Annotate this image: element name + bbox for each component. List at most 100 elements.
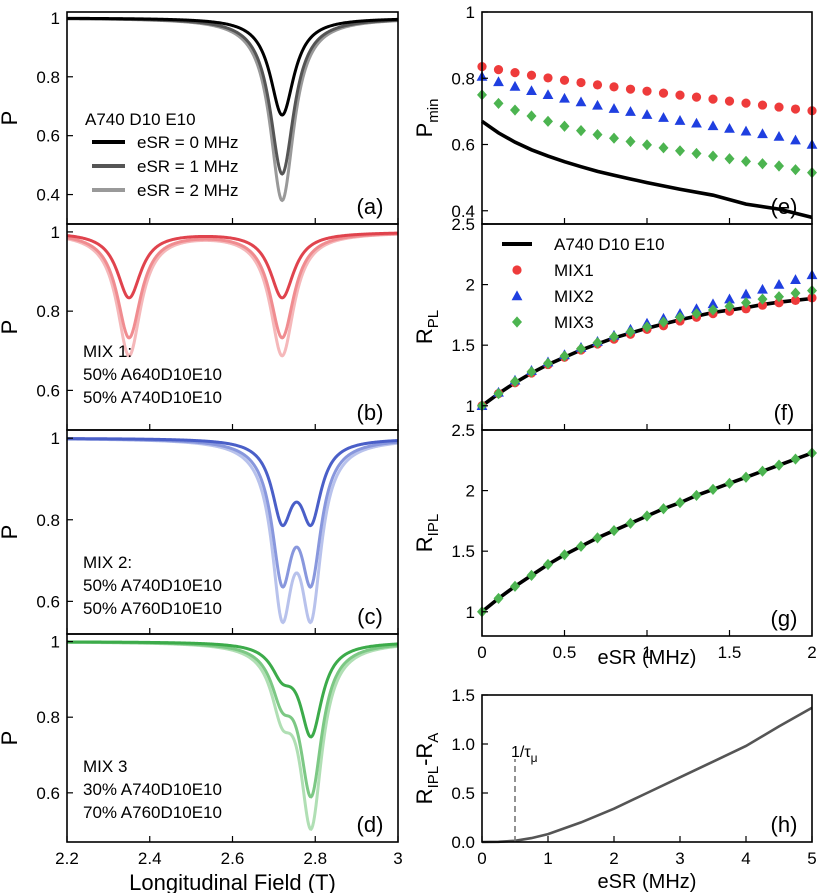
data-point-diamond [774,160,784,172]
x-tick-label: 1 [642,643,651,662]
data-point-triangle [707,298,719,309]
data-point-circle [741,98,751,108]
plot-frame [481,694,813,843]
data-point-circle [675,90,685,100]
data-point-circle [774,102,784,112]
data-point-triangle [511,290,523,301]
data-point-triangle [691,117,702,128]
y-tick-label: 0.6 [36,784,60,803]
marker-label: 1/τμ [511,744,538,765]
series-line [66,232,399,340]
y-axis-label: P [0,525,22,540]
panel-label: (g) [771,606,798,631]
y-tick-label: 2.5 [451,215,475,234]
y-tick-label: 0.0 [451,833,475,852]
data-point-diamond [658,142,669,154]
data-point-diamond [658,503,669,515]
data-point-diamond [724,300,735,312]
x-tick-label: 1.5 [718,643,742,662]
data-point-triangle [773,278,785,289]
y-axis-label: RPL [412,310,442,344]
x-tick-label: 2 [807,643,816,662]
y-tick-label: 2 [466,482,475,501]
x-tick-label: 2.4 [138,849,162,868]
y-tick-label: 2.5 [451,421,475,440]
annotation-text: A740 D10 E10 [85,110,196,129]
data-point-triangle [575,96,587,107]
data-point-triangle [724,123,735,133]
data-point-triangle [625,106,636,116]
data-point-diamond [543,115,553,127]
y-axis-label: P [0,111,22,126]
legend-label: A740 D10 E10 [554,235,665,254]
series-line [480,451,813,614]
data-point-diamond [741,471,751,483]
y-tick-label: 1 [466,603,475,622]
data-point-diamond [559,120,570,132]
series-line [66,231,399,300]
x-tick-label: 3 [675,849,684,868]
data-point-circle [790,104,801,114]
data-point-triangle [641,109,653,119]
x-axis-label: Longitudinal Field (T) [129,870,336,893]
y-tick-label: 1.5 [451,686,475,705]
data-point-circle [757,100,768,110]
data-point-diamond [757,158,768,170]
data-point-diamond [576,124,586,137]
y-tick-label: 0.8 [36,302,60,321]
y-tick-label: 0.8 [36,68,60,87]
data-point-diamond [559,350,570,362]
y-tick-label: 0.6 [36,127,60,146]
data-point-triangle [724,293,735,304]
data-point-diamond [790,164,801,176]
y-axis-label: P [0,320,22,335]
panel-d: 0.6 0.8 1 2.2 2.4 2.6 2.8 3 P (d) MIX 3 30% A740D10… [0,633,403,868]
panel-label: (f) [774,400,795,425]
y-tick-label: 1 [51,429,60,448]
data-point-circle [543,73,553,83]
data-point-diamond [675,145,685,157]
panel-label: (b) [357,400,384,425]
x-tick-label: 2.2 [55,849,79,868]
legend-label: eSR = 1 MHz [137,157,239,176]
data-point-diamond [790,287,801,299]
data-point-triangle [608,103,620,113]
data-point-diamond [543,357,553,369]
data-point-diamond [790,453,801,465]
data-point-diamond [642,510,652,522]
data-point-triangle [526,85,537,96]
y-tick-label: 1.5 [451,542,475,561]
data-point-circle [790,295,801,305]
y-axis-label: Pmin [412,99,442,138]
data-point-diamond [757,293,768,305]
series-line [67,640,399,831]
y-tick-label: 0.8 [36,511,60,530]
data-point-diamond [675,311,685,323]
data-point-diamond [724,477,735,489]
x-tick-label: 1 [543,849,552,868]
data-point-diamond [512,316,522,328]
data-point-circle [724,96,735,106]
panel-g: 1 1.5 2 2.5 0 0.5 1 1.5 2 RIPL (g) [412,421,817,662]
data-point-diamond [493,388,504,400]
panel-h: 1/τμ 0.0 0.5 1.0 1.5 0 1 2 3 4 5 RIPL-RA (h) eSR (MHz… [412,686,817,893]
data-point-diamond [559,549,570,561]
series-line [480,296,813,408]
y-tick-label: 1.0 [451,735,475,754]
data-point-triangle [493,76,504,87]
x-tick-label: 2.6 [221,849,245,868]
y-tick-label: 1 [51,633,60,652]
data-point-diamond [526,569,537,582]
data-point-diamond [741,297,751,309]
legend-label: MIX1 [554,261,594,280]
panel-f: 1 1.5 2 2.5 RPL (f) A740 D10 E10 MIX1 MIX2 MIX3 [412,215,818,431]
annotation-text: MIX 3 [83,757,127,776]
panel-b: 0.6 0.8 1 P (b) MIX 1: 50% A640D10E10 50% A740D… [0,223,399,431]
x-tick-label: 0 [477,643,486,662]
y-tick-label: 0.4 [36,186,60,205]
data-point-diamond [774,291,784,303]
y-tick-label: 0.8 [36,708,60,727]
y-tick-label: 1 [51,9,60,28]
data-point-diamond [708,304,718,316]
